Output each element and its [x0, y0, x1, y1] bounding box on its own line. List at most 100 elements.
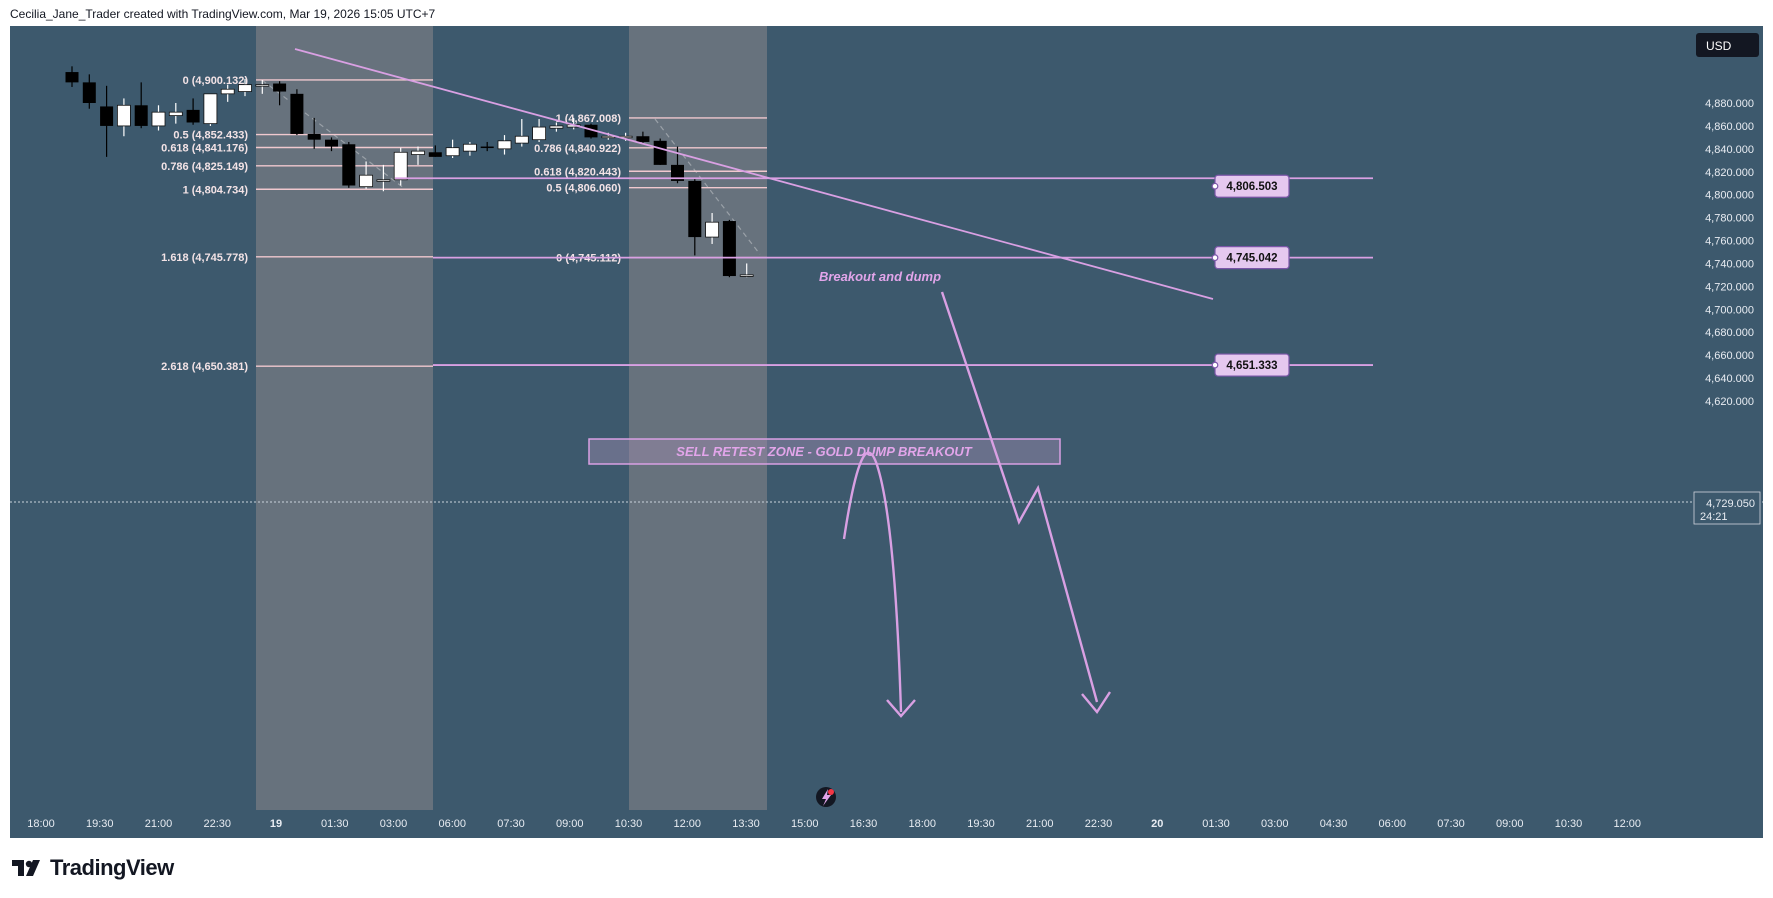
candle-body	[117, 104, 131, 127]
candle-body	[186, 109, 200, 123]
candle-body	[653, 140, 667, 165]
candle	[238, 78, 252, 97]
breakout-label: Breakout and dump	[819, 269, 941, 284]
x-tick-label: 01:30	[321, 818, 349, 830]
x-tick-label: 13:30	[732, 818, 760, 830]
y-tick-label: 4,780.000	[1705, 213, 1754, 225]
candle-body	[100, 106, 114, 126]
tradingview-logo-text: TradingView	[50, 855, 174, 880]
fib-zone-right	[629, 26, 767, 810]
fib-left-label: 0.5 (4,852.433)	[173, 130, 248, 142]
candle	[549, 122, 564, 132]
tradingview-logo[interactable]: TradingView	[12, 855, 174, 881]
price-tags: 4,806.503 4,745.042 4,651.333	[1211, 174, 1290, 377]
x-tick-label: 03:00	[380, 818, 408, 830]
x-tick-label: 22:30	[1085, 818, 1113, 830]
sell-retest-zone-label: SELL RETEST ZONE - GOLD DUMP BREAKOUT	[676, 444, 972, 459]
y-tick-label: 4,880.000	[1705, 98, 1754, 110]
retest-arrowhead	[886, 699, 916, 718]
fib-trend-right	[654, 118, 761, 255]
price-tag-handle[interactable]	[1211, 182, 1219, 190]
candle-body	[203, 93, 218, 125]
candle	[514, 119, 529, 147]
last-price-value: 4,729.050	[1706, 498, 1755, 510]
fib-right-label: 0.618 (4,820.443)	[534, 166, 621, 178]
fib-left-label: 0.786 (4,825.149)	[161, 161, 248, 173]
x-tick-label: 18:00	[908, 818, 936, 830]
drawings: SELL RETEST ZONE - GOLD DUMP BREAKOUT Bre…	[10, 48, 1763, 718]
candle-body	[393, 151, 408, 181]
candle-body	[688, 180, 702, 238]
candle-body	[290, 93, 304, 134]
candle	[462, 141, 477, 156]
candle	[134, 82, 148, 129]
y-tick-label: 4,860.000	[1705, 121, 1754, 133]
candle	[705, 213, 719, 244]
candle-body	[151, 111, 166, 127]
x-tick-label: 12:00	[673, 818, 701, 830]
y-tick-label: 4,660.000	[1705, 350, 1754, 362]
candle-body	[722, 221, 736, 277]
x-tick-label: 06:00	[1378, 818, 1406, 830]
candle	[393, 147, 408, 186]
price-tag-label: 4,806.503	[1226, 181, 1277, 193]
tradingview-logo-icon	[12, 860, 40, 876]
candle-body	[739, 274, 754, 277]
currency-badge-bg[interactable]	[1696, 33, 1759, 57]
chart-header: Cecilia_Jane_Trader created with Trading…	[10, 7, 436, 21]
x-tick-label: 19:30	[86, 818, 114, 830]
candle-body	[376, 179, 391, 182]
candle	[636, 131, 650, 144]
fib-left-label: 1.618 (4,745.778)	[161, 252, 248, 264]
candle	[359, 161, 374, 189]
candle-body	[238, 84, 252, 92]
fib-left-label: 0.618 (4,841.176)	[161, 142, 248, 154]
candle-body	[549, 125, 564, 129]
candle	[290, 89, 304, 136]
x-tick-label: 22:30	[203, 818, 231, 830]
x-tick-label: 10:30	[615, 818, 643, 830]
x-tick-label: 16:30	[850, 818, 878, 830]
candle	[307, 117, 321, 149]
candle	[653, 138, 667, 165]
x-tick-label: 12:00	[1613, 818, 1641, 830]
price-tag-handle[interactable]	[1211, 361, 1219, 369]
fib-right-label: 1 (4,867.008)	[556, 113, 622, 125]
currency-badge: USD	[1696, 33, 1759, 57]
x-tick-label: 01:30	[1202, 818, 1230, 830]
x-tick-label: 06:00	[438, 818, 466, 830]
candle	[117, 98, 131, 137]
fib-right-label: 0.5 (4,806.060)	[546, 183, 621, 195]
dump-path-arrow	[940, 291, 1099, 703]
price-axis: 4,620.000 4,640.000 4,660.000 4,680.000 4,70…	[1705, 98, 1754, 408]
x-tick-label: 19	[270, 818, 282, 830]
candle	[445, 139, 460, 159]
x-tick-label: 18:00	[27, 818, 55, 830]
x-tick-label: 19:30	[967, 818, 995, 830]
fib-trend-left	[261, 79, 406, 190]
candle	[82, 74, 96, 109]
retest-path-arrow	[842, 451, 903, 713]
time-axis: 18:00 19:30 21:00 22:30 19 01:30 03:00 06:00 07:…	[27, 818, 1641, 830]
x-tick-label: 07:30	[1437, 818, 1465, 830]
fib-left-label: 0 (4,900.132)	[183, 75, 249, 87]
price-tag-handle[interactable]	[1211, 254, 1219, 262]
last-price-box[interactable]	[1693, 491, 1761, 525]
x-tick-label: 07:30	[497, 818, 525, 830]
candle	[497, 135, 512, 155]
x-tick-label: 15:00	[791, 818, 819, 830]
x-tick-label: 09:00	[1496, 818, 1524, 830]
fib-left-label: 2.618 (4,650.381)	[161, 361, 248, 373]
fib-zone-left	[256, 26, 433, 810]
x-tick-label: 09:00	[556, 818, 584, 830]
y-tick-label: 4,820.000	[1705, 167, 1754, 179]
candle	[203, 93, 218, 126]
sell-retest-zone	[588, 438, 1061, 465]
x-tick-label: 21:00	[1026, 818, 1054, 830]
flash-icon[interactable]	[816, 787, 836, 807]
candle-body	[307, 133, 321, 140]
dump-arrowhead	[1081, 691, 1112, 715]
fib-right-label: 0 (4,745.112)	[556, 253, 621, 265]
